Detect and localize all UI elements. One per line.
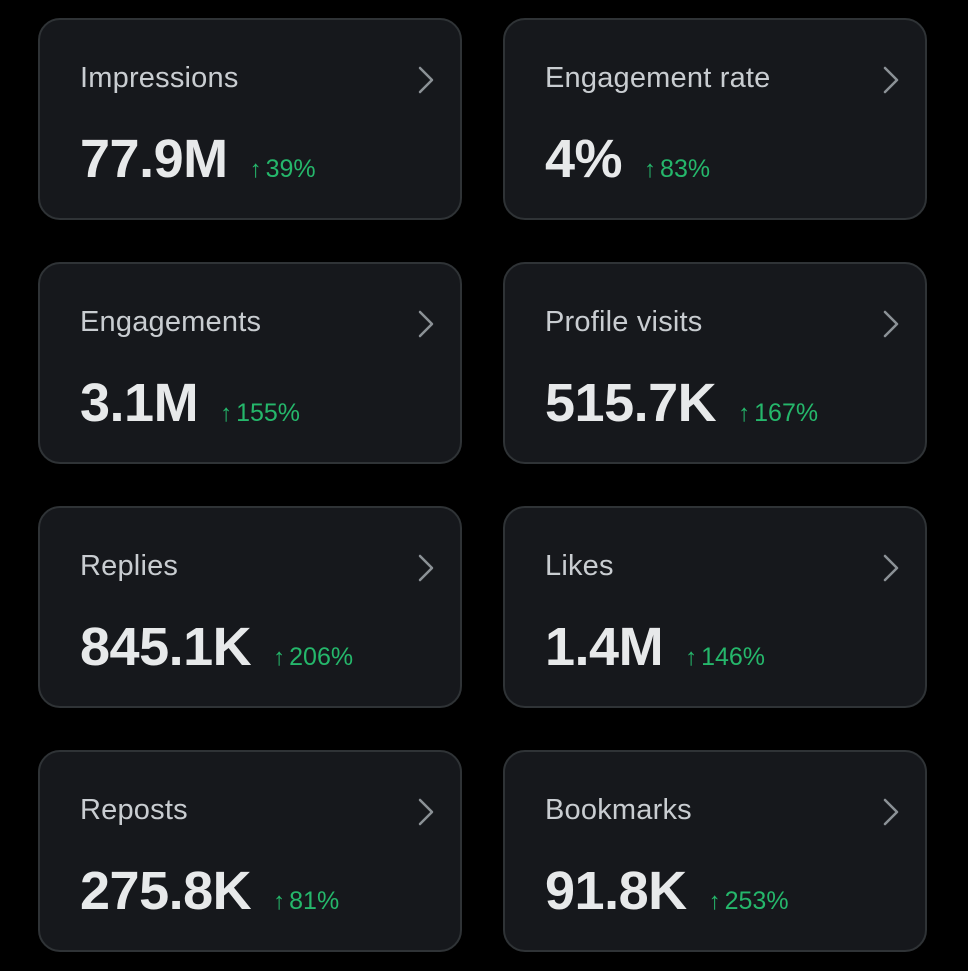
- metrics-grid: Impressions 77.9M ↑ 39% Engagement rate …: [38, 18, 927, 952]
- metric-change-percent: 81%: [289, 887, 340, 915]
- metric-card-engagement-rate[interactable]: Engagement rate 4% ↑ 83%: [503, 18, 927, 220]
- metric-label: Likes: [545, 550, 614, 582]
- metric-value: 1.4M: [545, 617, 664, 677]
- metric-value: 3.1M: [80, 373, 199, 433]
- metric-change-percent: 253%: [724, 887, 789, 915]
- arrow-up-icon: ↑: [685, 644, 698, 671]
- metric-value-row: 845.1K ↑ 206%: [80, 616, 353, 678]
- metric-value-row: 1.4M ↑ 146%: [545, 616, 765, 678]
- chevron-right-icon: [414, 310, 438, 338]
- chevron-right-icon: [879, 554, 903, 582]
- metric-change-percent: 146%: [701, 643, 766, 671]
- metric-change: ↑ 81%: [273, 887, 339, 916]
- metric-value-row: 4% ↑ 83%: [545, 128, 710, 190]
- metric-change: ↑ 206%: [273, 643, 353, 672]
- chevron-right-icon: [879, 66, 903, 94]
- metric-value: 275.8K: [80, 861, 252, 921]
- metric-label: Engagements: [80, 306, 262, 338]
- arrow-up-icon: ↑: [708, 888, 721, 915]
- chevron-right-icon: [414, 554, 438, 582]
- chevron-right-icon: [879, 310, 903, 338]
- metric-change: ↑ 146%: [685, 643, 765, 672]
- metric-change: ↑ 253%: [709, 887, 789, 916]
- metric-change: ↑ 155%: [220, 399, 300, 428]
- metric-label: Engagement rate: [545, 62, 771, 94]
- metric-value-row: 515.7K ↑ 167%: [545, 372, 818, 434]
- metric-change: ↑ 39%: [250, 155, 316, 184]
- metric-label: Bookmarks: [545, 794, 692, 826]
- metric-card-engagements[interactable]: Engagements 3.1M ↑ 155%: [38, 262, 462, 464]
- arrow-up-icon: ↑: [273, 644, 286, 671]
- arrow-up-icon: ↑: [273, 888, 286, 915]
- metric-card-profile-visits[interactable]: Profile visits 515.7K ↑ 167%: [503, 262, 927, 464]
- metric-change-percent: 206%: [289, 643, 354, 671]
- metric-value: 845.1K: [80, 617, 252, 677]
- metric-card-bookmarks[interactable]: Bookmarks 91.8K ↑ 253%: [503, 750, 927, 952]
- metric-label: Replies: [80, 550, 179, 582]
- chevron-right-icon: [879, 798, 903, 826]
- metric-change-percent: 39%: [265, 155, 316, 183]
- metric-label: Reposts: [80, 794, 188, 826]
- metric-value: 4%: [545, 129, 623, 189]
- metric-value-row: 3.1M ↑ 155%: [80, 372, 300, 434]
- metric-card-replies[interactable]: Replies 845.1K ↑ 206%: [38, 506, 462, 708]
- arrow-up-icon: ↑: [738, 400, 751, 427]
- chevron-right-icon: [414, 798, 438, 826]
- arrow-up-icon: ↑: [249, 156, 262, 183]
- arrow-up-icon: ↑: [644, 156, 657, 183]
- metric-value: 91.8K: [545, 861, 687, 921]
- metric-value: 77.9M: [80, 129, 228, 189]
- metric-card-reposts[interactable]: Reposts 275.8K ↑ 81%: [38, 750, 462, 952]
- metric-value: 515.7K: [545, 373, 717, 433]
- chevron-right-icon: [414, 66, 438, 94]
- metric-value-row: 77.9M ↑ 39%: [80, 128, 316, 190]
- metric-change: ↑ 167%: [738, 399, 818, 428]
- metric-card-likes[interactable]: Likes 1.4M ↑ 146%: [503, 506, 927, 708]
- metric-value-row: 275.8K ↑ 81%: [80, 860, 339, 922]
- metric-label: Impressions: [80, 62, 239, 94]
- metric-change-percent: 83%: [660, 155, 711, 183]
- metric-change-percent: 167%: [754, 399, 819, 427]
- metric-change: ↑ 83%: [644, 155, 710, 184]
- arrow-up-icon: ↑: [220, 400, 233, 427]
- metric-change-percent: 155%: [236, 399, 301, 427]
- metric-label: Profile visits: [545, 306, 703, 338]
- metric-card-impressions[interactable]: Impressions 77.9M ↑ 39%: [38, 18, 462, 220]
- metric-value-row: 91.8K ↑ 253%: [545, 860, 789, 922]
